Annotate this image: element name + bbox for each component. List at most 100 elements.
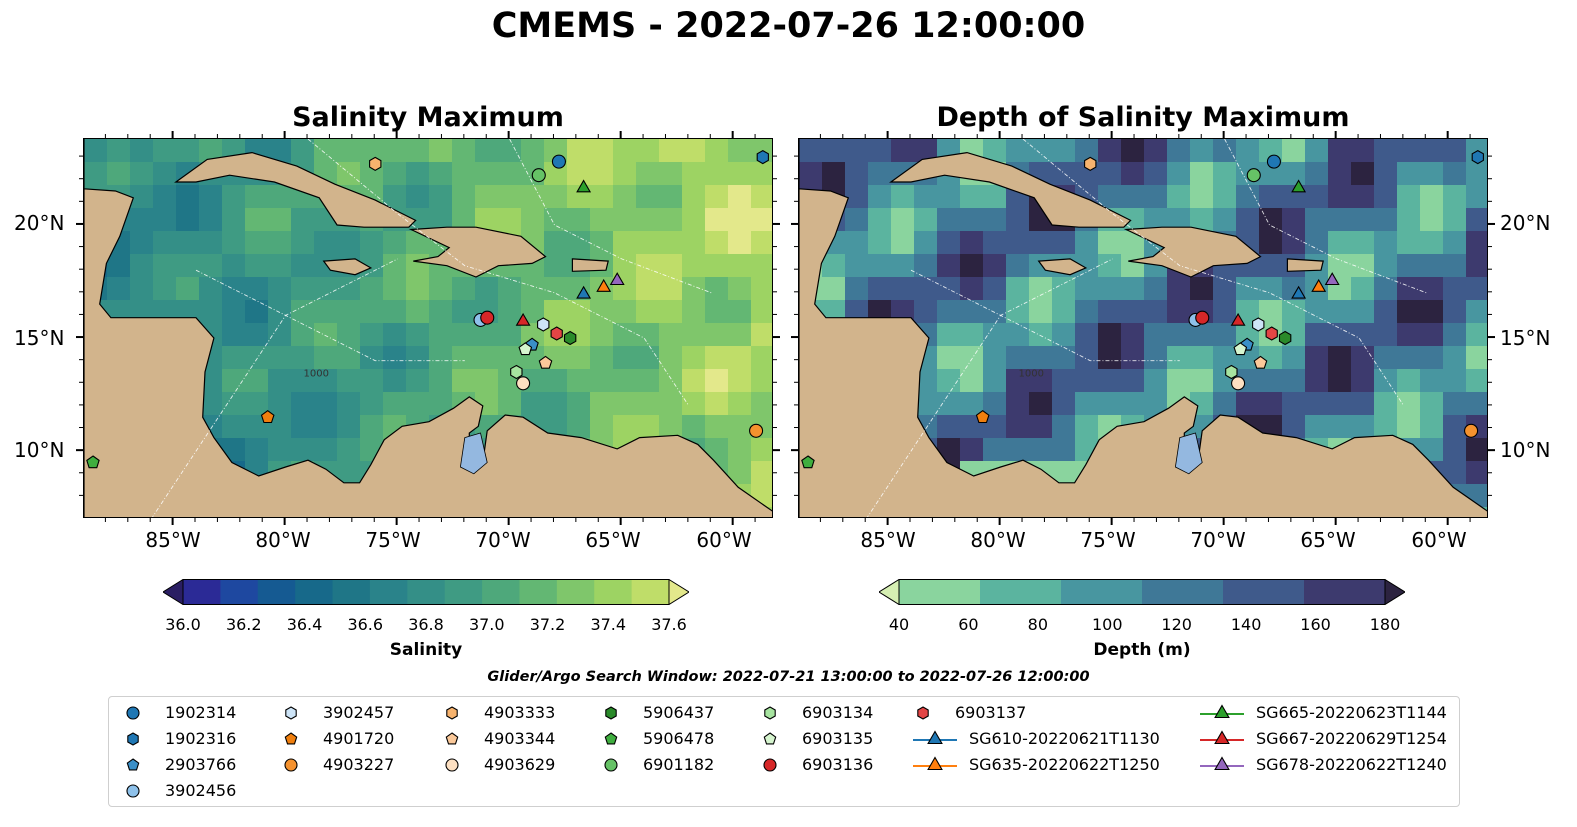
legend-label: 6903135 bbox=[802, 729, 874, 748]
legend-label: 4903344 bbox=[484, 729, 556, 748]
search-window-text: Glider/Argo Search Window: 2022-07-21 13… bbox=[487, 669, 1090, 685]
legend-marker bbox=[1214, 756, 1230, 771]
legend: 1902314 1902316 2903766 3902456 3902457 49017… bbox=[108, 696, 1460, 807]
depth-map[interactable]: 1000 bbox=[798, 138, 1488, 518]
eez-line bbox=[1224, 139, 1427, 294]
colorbar-tick-label: 36.6 bbox=[347, 615, 384, 634]
platform-marker-6903135 bbox=[518, 342, 533, 356]
lake-maracaibo bbox=[1174, 432, 1203, 475]
land-hispaniola bbox=[1123, 226, 1262, 278]
platform-marker-4903629 bbox=[516, 376, 531, 391]
platform-marker-3902457 bbox=[537, 317, 550, 332]
colorbar-tick-label: 36.0 bbox=[165, 615, 201, 634]
colorbar-segment bbox=[257, 579, 296, 605]
platform-marker-SG665-20220623T1144 bbox=[1291, 179, 1307, 193]
platform-marker-1902316 bbox=[1471, 149, 1484, 165]
platform-marker-4901720 bbox=[975, 410, 990, 424]
legend-marker bbox=[446, 706, 458, 720]
land-central bbox=[84, 139, 772, 517]
platform-marker-5906437 bbox=[563, 330, 577, 346]
legend-marker bbox=[604, 758, 618, 772]
platform-marker-6903136 bbox=[480, 310, 495, 325]
platform-marker-SG610-20220621T1130 bbox=[576, 285, 592, 299]
colorbar-extend-low bbox=[163, 579, 184, 605]
figure-title: CMEMS - 2022-07-26 12:00:00 bbox=[491, 6, 1086, 46]
lat-label-right-10: 10°N bbox=[1500, 438, 1551, 462]
land-jamaica bbox=[1037, 258, 1088, 276]
lon-label-80w: 80°W bbox=[970, 528, 1026, 552]
colorbar-tick-label: 60 bbox=[958, 615, 979, 634]
land-jamaica bbox=[322, 258, 373, 276]
isobath-label: 1000 bbox=[304, 369, 329, 380]
lat-label-left-20: 20°N bbox=[14, 211, 65, 235]
lake-maracaibo bbox=[459, 432, 488, 475]
legend-label: 6903134 bbox=[802, 703, 874, 722]
platform-marker-5906478 bbox=[86, 455, 100, 469]
lon-label-85w: 85°W bbox=[145, 528, 201, 552]
salinity-map[interactable]: 1000 bbox=[83, 138, 773, 518]
platform-marker-6903135 bbox=[1233, 342, 1248, 356]
colorbar-segment bbox=[1304, 579, 1386, 605]
eez-line bbox=[151, 258, 398, 517]
colorbar-segment bbox=[482, 579, 520, 605]
colorbar-tick-label: 80 bbox=[1027, 615, 1049, 634]
land-puertorico bbox=[571, 258, 609, 272]
colorbar-tick-label: 37.0 bbox=[468, 615, 505, 634]
colorbar-tick-label: 37.2 bbox=[529, 615, 566, 634]
eez-line bbox=[866, 258, 1113, 517]
platform-marker-6903134 bbox=[510, 364, 523, 380]
eez-line bbox=[195, 269, 465, 362]
legend-marker bbox=[763, 732, 777, 745]
platform-marker-4901720 bbox=[260, 410, 275, 424]
panel-title-salinity: Salinity Maximum bbox=[292, 102, 564, 133]
lon-label-75w: 75°W bbox=[365, 528, 421, 552]
platform-marker-5906437 bbox=[1278, 330, 1292, 346]
platform-marker-3902457 bbox=[1252, 317, 1265, 332]
legend-label: SG610-20220621T1130 bbox=[969, 729, 1160, 748]
lon-label-80w: 80°W bbox=[255, 528, 311, 552]
platform-marker-SG678-20220622T1240 bbox=[609, 272, 625, 286]
platform-marker-6903136 bbox=[1195, 310, 1210, 325]
legend-marker bbox=[126, 758, 140, 771]
platform-marker-4903227 bbox=[1464, 423, 1479, 438]
legend-marker bbox=[917, 706, 929, 720]
lon-label-60w: 60°W bbox=[696, 528, 752, 552]
legend-label: 3902456 bbox=[165, 781, 237, 800]
colorbar-segment bbox=[332, 579, 371, 605]
platform-marker-SG665-20220623T1144 bbox=[576, 179, 592, 193]
panel-title-depth: Depth of Salinity Maximum bbox=[936, 102, 1350, 133]
platform-marker-4903629 bbox=[1231, 376, 1246, 391]
colorbar-segment bbox=[594, 579, 633, 605]
lat-label-left-10: 10°N bbox=[14, 438, 65, 462]
platform-marker-6903134 bbox=[1225, 364, 1238, 380]
lon-label-85w: 85°W bbox=[860, 528, 916, 552]
legend-marker bbox=[764, 706, 776, 720]
legend-label: SG678-20220622T1240 bbox=[1256, 755, 1447, 774]
colorbar-segment bbox=[1142, 579, 1224, 605]
land-cuba bbox=[174, 151, 417, 228]
legend-label: 6901182 bbox=[643, 755, 715, 774]
salinity-colorbar-label: Salinity bbox=[389, 640, 463, 660]
legend-label: 1902316 bbox=[165, 729, 237, 748]
legend-label: 2903766 bbox=[165, 755, 237, 774]
legend-label: 6903137 bbox=[955, 703, 1027, 722]
colorbar-segment bbox=[556, 579, 595, 605]
colorbar-extend-high bbox=[1384, 579, 1405, 605]
legend-label: SG635-20220622T1250 bbox=[969, 755, 1160, 774]
lon-label-75w: 75°W bbox=[1080, 528, 1136, 552]
legend-marker bbox=[605, 706, 617, 720]
lon-label-70w: 70°W bbox=[1190, 528, 1246, 552]
colorbar-segment bbox=[220, 579, 259, 605]
platform-marker-5906478 bbox=[801, 455, 815, 469]
colorbar-tick-label: 120 bbox=[1161, 615, 1192, 634]
legend-marker bbox=[126, 706, 140, 720]
colorbar-segment bbox=[407, 579, 446, 605]
platform-marker-SG635-20220622T1250 bbox=[596, 278, 612, 292]
lon-label-70w: 70°W bbox=[475, 528, 531, 552]
colorbar-tick-label: 180 bbox=[1369, 615, 1401, 634]
legend-marker bbox=[445, 732, 459, 745]
legend-marker bbox=[445, 758, 459, 772]
legend-marker bbox=[763, 758, 777, 772]
legend-marker bbox=[604, 732, 618, 745]
colorbar-extend-low bbox=[879, 579, 900, 605]
